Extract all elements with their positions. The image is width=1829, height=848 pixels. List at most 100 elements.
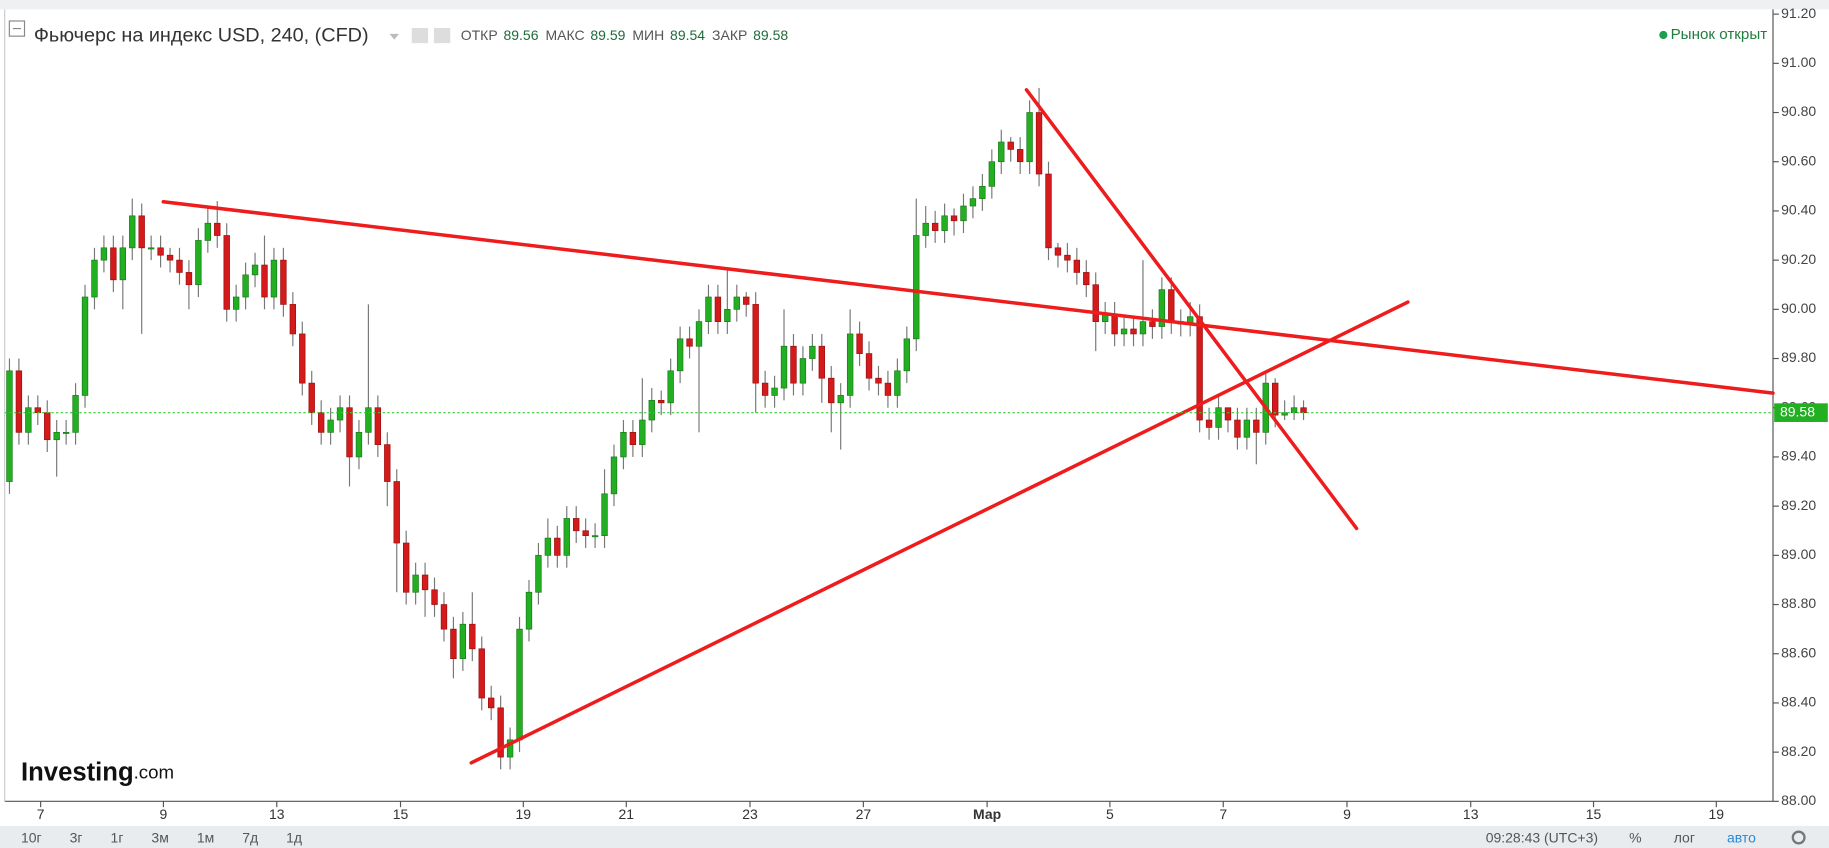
candle-body xyxy=(1139,321,1147,335)
ohlc-header: ОТКР 89.56 МАКС 89.59 МИН 89.54 ЗАКР 89.58 xyxy=(461,27,789,43)
candle-body xyxy=(846,333,854,396)
y-tick-label: 88.60 xyxy=(1781,644,1816,660)
candle-body xyxy=(25,407,32,433)
candle-body xyxy=(1035,112,1043,175)
candle-body xyxy=(582,530,589,537)
period-button[interactable]: 10г xyxy=(21,829,42,845)
settings-gear[interactable] xyxy=(1791,830,1806,845)
ohlc-value: 89.56 xyxy=(503,27,538,43)
x-tick-label: 13 xyxy=(1463,806,1479,822)
period-button[interactable]: 7д xyxy=(242,829,258,845)
ohlc-label: МАКС xyxy=(545,27,584,43)
candle-body xyxy=(809,345,816,359)
candle-body xyxy=(72,395,79,433)
trend-lines xyxy=(161,88,1775,765)
candle-body xyxy=(1224,407,1232,421)
period-button[interactable]: 1д xyxy=(286,829,302,845)
y-tick-label: 90.40 xyxy=(1781,202,1816,218)
candle-body xyxy=(365,407,372,433)
settings-button[interactable] xyxy=(433,27,451,44)
candle-body xyxy=(790,345,797,384)
candle-body xyxy=(403,542,410,593)
candle-body xyxy=(1007,141,1014,150)
candle-body xyxy=(1054,247,1062,256)
scale-button[interactable]: авто xyxy=(1727,829,1756,845)
candle-body xyxy=(667,370,674,404)
y-tick-label: 89.40 xyxy=(1781,448,1816,464)
period-button[interactable]: 3м xyxy=(151,829,168,845)
candle-body xyxy=(317,412,325,433)
x-tick-label: 27 xyxy=(856,806,872,822)
x-tick-label: 19 xyxy=(1709,806,1725,822)
candle-body xyxy=(799,358,807,384)
logo: Investing.com xyxy=(21,758,174,786)
status-dot xyxy=(1659,30,1668,40)
candle-body xyxy=(110,247,117,281)
y-tick-label: 91.00 xyxy=(1781,54,1816,70)
ohlc-value: 89.59 xyxy=(590,27,625,43)
y-tick-label: 89.80 xyxy=(1781,349,1816,365)
period-button[interactable]: 1м xyxy=(197,829,214,845)
candle-body xyxy=(431,589,438,605)
y-tick-label: 88.80 xyxy=(1781,595,1816,611)
candle-body xyxy=(988,161,996,187)
logo-main: Investing xyxy=(21,758,134,786)
candle-body xyxy=(1196,316,1203,421)
candle-body xyxy=(81,296,89,396)
candle-body xyxy=(44,412,51,441)
x-tick-label: 9 xyxy=(1343,806,1351,822)
candle-body xyxy=(129,215,136,249)
market-status: Рынок открыт xyxy=(1671,26,1768,43)
candle-body xyxy=(289,304,297,335)
candle-body xyxy=(894,370,901,396)
x-tick-label: 7 xyxy=(1219,806,1227,822)
candle-body xyxy=(374,407,382,445)
ohlc-value: 89.54 xyxy=(670,27,705,43)
x-tick-label: 23 xyxy=(742,806,758,822)
y-tick-label: 90.80 xyxy=(1781,103,1816,119)
candle-body xyxy=(1234,419,1241,438)
candle-body xyxy=(733,296,740,310)
candle-body xyxy=(828,377,835,404)
candle-body xyxy=(1205,419,1213,428)
candle-body xyxy=(478,648,485,699)
x-tick-label: 5 xyxy=(1106,806,1114,822)
candle-body xyxy=(780,345,788,389)
x-tick-label: 7 xyxy=(37,806,45,822)
x-tick-label: Мар xyxy=(973,806,1001,822)
scale-button[interactable]: % xyxy=(1629,829,1641,845)
candle-body xyxy=(913,235,920,340)
candle-body xyxy=(185,272,193,286)
candle-body xyxy=(308,382,315,414)
candle-body xyxy=(771,387,778,396)
candle-body xyxy=(270,259,278,298)
last-price-box xyxy=(1774,403,1828,422)
period-buttons: 10г 3г 1г 3м 1м 7д 1д xyxy=(21,829,302,845)
candle-body xyxy=(62,431,70,434)
scale-button[interactable]: лог xyxy=(1674,829,1695,845)
candle-body xyxy=(714,296,722,322)
candle-body xyxy=(1092,284,1099,322)
candle-body xyxy=(497,707,504,758)
eye-button[interactable] xyxy=(411,27,429,44)
ohlc-label: ЗАКР xyxy=(712,27,747,43)
candle-body xyxy=(525,591,533,630)
candle-body xyxy=(1130,328,1137,335)
collapse-button[interactable] xyxy=(8,20,26,37)
candle-body xyxy=(119,247,126,281)
y-tick-label: 88.20 xyxy=(1781,743,1816,759)
clock: 09:28:43 (UTC+3) xyxy=(1486,829,1598,845)
y-tick-label: 90.20 xyxy=(1781,251,1816,267)
title-dropdown[interactable] xyxy=(389,33,399,40)
candle-body xyxy=(506,739,514,758)
ohlc-label: ОТКР xyxy=(461,27,498,43)
candle-body xyxy=(459,623,467,660)
period-button[interactable]: 3г xyxy=(70,829,83,845)
period-button[interactable]: 1г xyxy=(111,829,124,845)
candle-body xyxy=(960,205,967,222)
candle-body xyxy=(34,407,41,414)
y-tick-label: 89.20 xyxy=(1781,497,1816,513)
candle-body xyxy=(138,215,145,249)
